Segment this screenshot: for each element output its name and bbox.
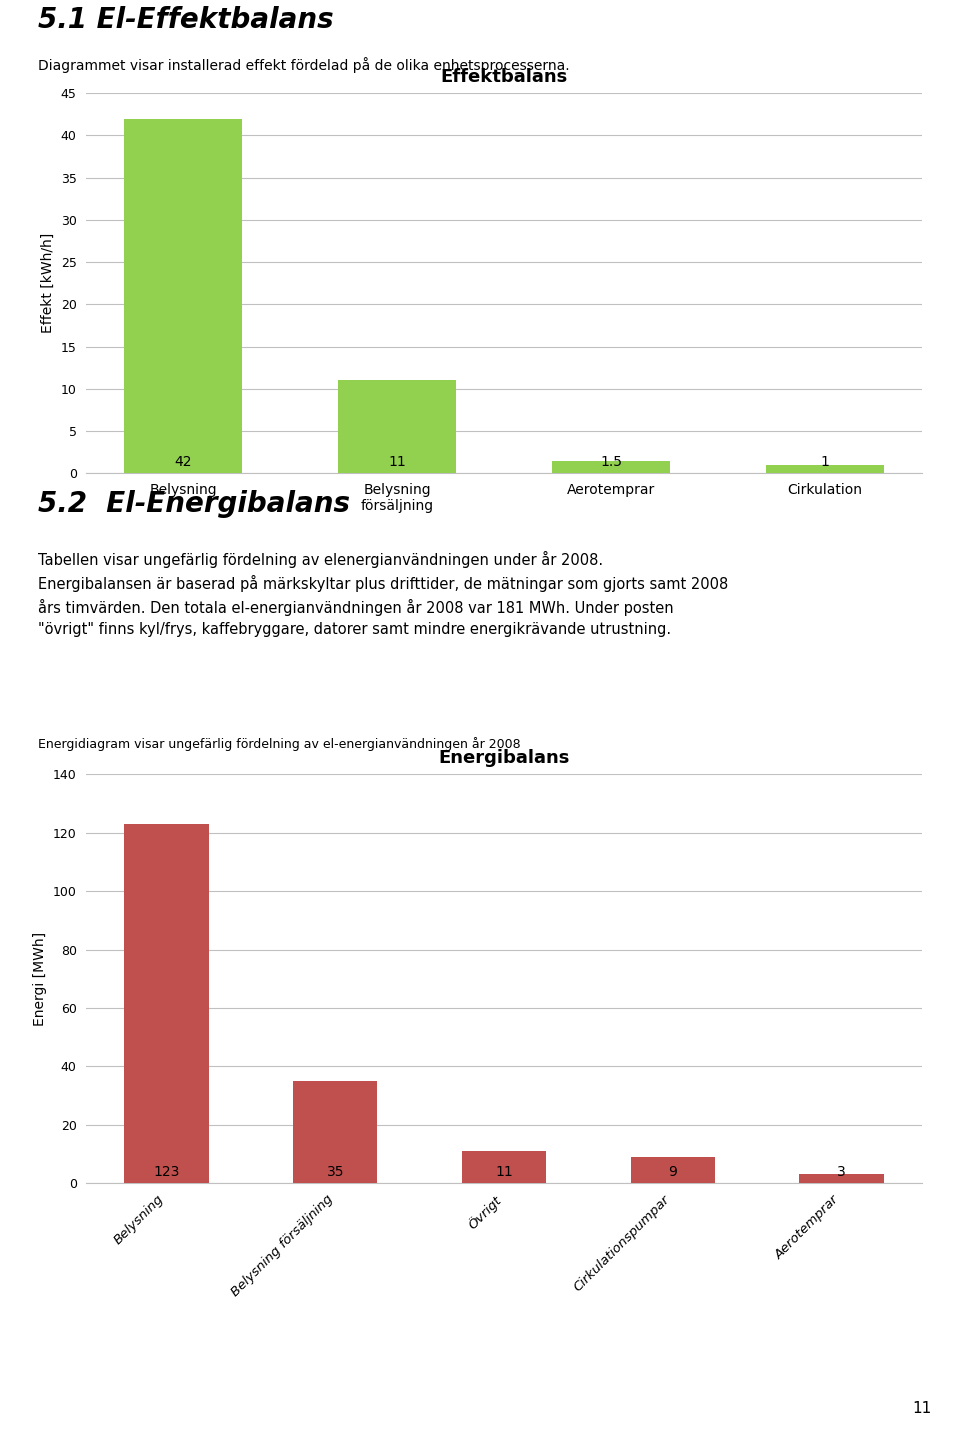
Text: 11: 11 <box>495 1164 513 1179</box>
Text: 42: 42 <box>175 455 192 469</box>
Y-axis label: Energi [MWh]: Energi [MWh] <box>34 932 47 1025</box>
Bar <box>552 460 670 473</box>
Text: Diagrammet visar installerad effekt fördelad på de olika enhetsprocesserna.: Diagrammet visar installerad effekt förd… <box>38 57 570 73</box>
Bar <box>766 465 883 473</box>
Bar <box>293 1081 377 1183</box>
Text: 9: 9 <box>668 1164 677 1179</box>
Text: 123: 123 <box>154 1164 180 1179</box>
Text: 1: 1 <box>821 455 829 469</box>
Text: 5.2  El-Energibalans: 5.2 El-Energibalans <box>38 490 350 519</box>
Title: Energibalans: Energibalans <box>439 749 569 767</box>
Bar <box>800 1174 883 1183</box>
Bar <box>125 119 242 473</box>
Bar <box>125 825 208 1183</box>
Title: Effektbalans: Effektbalans <box>441 67 567 86</box>
Bar <box>338 380 456 473</box>
Text: Tabellen visar ungefärlig fördelning av elenergianvändningen under år 2008.
Ener: Tabellen visar ungefärlig fördelning av … <box>38 551 729 637</box>
Y-axis label: Effekt [kWh/h]: Effekt [kWh/h] <box>41 234 56 333</box>
Text: 35: 35 <box>326 1164 344 1179</box>
Text: Energidiagram visar ungefärlig fördelning av el-energianvändningen år 2008: Energidiagram visar ungefärlig fördelnin… <box>38 737 521 751</box>
Text: 11: 11 <box>912 1401 931 1417</box>
Text: 5.1 El-Effektbalans: 5.1 El-Effektbalans <box>38 6 334 34</box>
Text: 11: 11 <box>388 455 406 469</box>
Bar <box>462 1152 546 1183</box>
Text: 3: 3 <box>837 1164 846 1179</box>
Bar <box>631 1157 715 1183</box>
Text: 1.5: 1.5 <box>600 455 622 469</box>
